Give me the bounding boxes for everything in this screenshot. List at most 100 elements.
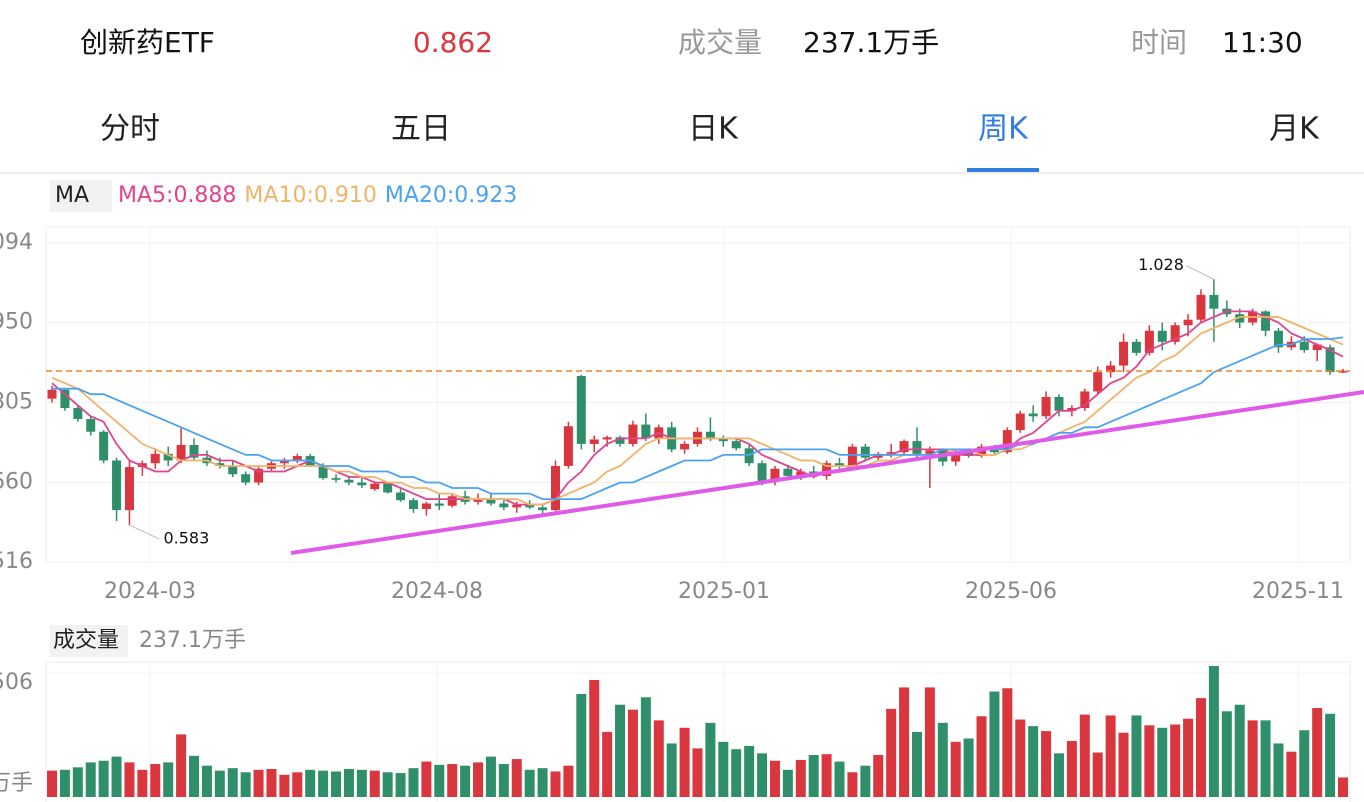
- volume-bar: [201, 765, 212, 797]
- volume-unit: 万手: [0, 771, 33, 796]
- candle-body: [47, 389, 57, 399]
- candle-body: [60, 389, 70, 409]
- volume-bar: [214, 770, 225, 797]
- volume-bar: [395, 773, 406, 797]
- candle-body: [1144, 330, 1154, 353]
- volume-bar: [59, 769, 70, 797]
- volume-bar: [1144, 725, 1155, 797]
- candle-body: [822, 463, 832, 476]
- candle-body: [228, 465, 238, 475]
- x-tick-label: 2025-11: [1252, 579, 1344, 604]
- y-tick-label: 0.805: [0, 390, 33, 415]
- volume-bar: [782, 769, 793, 797]
- candle-body: [680, 443, 690, 450]
- volume-bar: [473, 762, 484, 797]
- volume-bar: [1118, 732, 1129, 797]
- volume-legend-value: 237.1万手: [139, 628, 246, 653]
- volume-bar: [266, 768, 277, 797]
- candle-body: [279, 460, 289, 464]
- volume-bar: [279, 774, 290, 797]
- volume-bar: [511, 759, 522, 797]
- candle-body: [370, 483, 380, 490]
- ma-legend: MA10:0.910: [244, 183, 376, 208]
- x-tick-label: 2025-06: [965, 579, 1057, 604]
- volume-bar: [356, 769, 367, 797]
- extreme-label: 1.028: [1138, 255, 1184, 274]
- candle-body: [641, 424, 651, 439]
- candle-body: [189, 444, 199, 458]
- volume-bar: [434, 764, 445, 797]
- volume-title: 成交量: [53, 628, 119, 653]
- volume-bar: [1183, 718, 1194, 797]
- x-tick-label: 2024-03: [104, 579, 196, 604]
- volume-bar: [563, 765, 574, 797]
- volume-bar: [421, 761, 432, 797]
- candle-body: [912, 441, 922, 454]
- volume-bar: [1053, 753, 1064, 797]
- volume-bar: [937, 722, 948, 797]
- volume-bar: [1170, 724, 1181, 797]
- extreme-pointer: [1185, 264, 1215, 280]
- tab[interactable]: 五日: [391, 112, 451, 147]
- time-value: 11:30: [1222, 26, 1303, 59]
- candle-body: [576, 376, 586, 444]
- volume-bar: [124, 762, 135, 797]
- volume-bar: [899, 687, 910, 797]
- tab[interactable]: 周K: [978, 112, 1029, 147]
- volume-bar: [615, 704, 626, 797]
- candle-body: [731, 441, 741, 449]
- tab[interactable]: 分时: [100, 112, 160, 147]
- volume-bar: [537, 768, 548, 797]
- volume-bar: [653, 720, 664, 797]
- volume-bar: [1221, 711, 1232, 797]
- x-tick-label: 2025-01: [678, 579, 770, 604]
- volume-bar: [976, 716, 987, 797]
- volume-bar: [305, 769, 316, 797]
- candle-body: [628, 424, 638, 444]
- candle-body: [770, 468, 780, 482]
- candle-body: [499, 503, 509, 508]
- x-tick-label: 2024-08: [391, 579, 483, 604]
- volume-bar: [111, 756, 122, 797]
- candle-body: [473, 499, 483, 502]
- candle-body: [408, 500, 418, 510]
- volume-bar: [150, 764, 161, 797]
- candle-body: [421, 503, 431, 510]
- candle-body: [1067, 408, 1077, 411]
- candle-body: [163, 453, 173, 461]
- tab[interactable]: 日K: [688, 112, 739, 147]
- tab[interactable]: 月K: [1269, 112, 1320, 147]
- volume-bar: [744, 745, 755, 797]
- volume-bar: [666, 743, 677, 797]
- volume-bar: [834, 761, 845, 797]
- volume-bar: [1079, 714, 1090, 797]
- volume-bar: [860, 765, 871, 797]
- ma-legend: MA20:0.923: [385, 183, 517, 208]
- volume-bar: [550, 771, 561, 797]
- y-tick-label: 0.516: [0, 549, 33, 574]
- candle-body: [615, 437, 625, 444]
- volume-bar: [253, 769, 264, 797]
- volume-bar: [989, 691, 1000, 797]
- candle-body: [124, 467, 134, 511]
- volume-bar: [847, 772, 858, 797]
- candle-body: [434, 503, 444, 506]
- candle-body: [1041, 396, 1051, 417]
- volume-bar: [692, 748, 703, 797]
- trend-line: [290, 390, 1364, 555]
- candle-body: [899, 441, 909, 453]
- price: 0.862: [413, 26, 493, 59]
- candle-body: [1131, 341, 1141, 353]
- volume-bar: [731, 749, 742, 797]
- candle-body: [292, 456, 302, 461]
- y-tick-label: 0.950: [0, 309, 33, 334]
- candle-body: [1119, 341, 1129, 366]
- candle-body: [718, 438, 728, 442]
- candle-body: [783, 468, 793, 476]
- volume-bar: [460, 765, 471, 797]
- volume-label: 成交量: [678, 26, 762, 59]
- candle-body: [1080, 391, 1090, 409]
- candle-body: [835, 463, 845, 466]
- volume-bar: [1105, 715, 1116, 797]
